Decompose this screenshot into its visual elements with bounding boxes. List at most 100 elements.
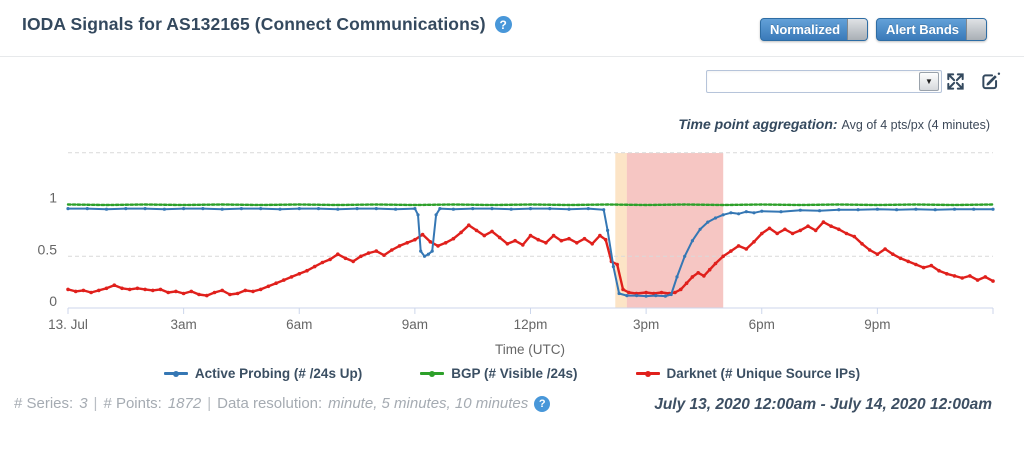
- dropdown-arrow-icon[interactable]: ▼: [919, 72, 939, 91]
- series-line-0: [67, 207, 994, 298]
- series-marker: [328, 257, 332, 262]
- series-marker: [945, 272, 949, 276]
- normalized-toggle[interactable]: Normalized: [759, 18, 869, 41]
- series-marker: [258, 287, 263, 292]
- series-marker: [430, 249, 434, 253]
- series-marker: [615, 262, 619, 267]
- series-marker: [929, 263, 934, 268]
- series-marker: [690, 239, 695, 243]
- series-marker: [181, 291, 186, 296]
- series-marker: [914, 207, 918, 211]
- series-marker: [806, 224, 810, 228]
- series-marker: [297, 272, 302, 276]
- series-marker: [497, 235, 502, 240]
- series-marker: [603, 237, 608, 242]
- series-marker: [968, 274, 972, 278]
- stats-separator: |: [93, 395, 98, 412]
- page-title: IODA Signals for AS132165 (Connect Commu…: [22, 14, 486, 34]
- series-marker: [744, 210, 748, 214]
- expand-chart-button[interactable]: [944, 70, 966, 92]
- series-marker: [713, 216, 718, 220]
- series-marker: [821, 220, 826, 224]
- bgp-marker-icon: [420, 369, 445, 379]
- series-marker: [151, 288, 155, 293]
- series-marker: [875, 207, 880, 211]
- series-marker: [702, 274, 706, 278]
- series-marker: [320, 260, 325, 265]
- series-marker: [617, 291, 621, 296]
- series-marker: [66, 207, 70, 211]
- series-marker: [684, 281, 689, 285]
- series-marker: [544, 241, 548, 245]
- series-marker: [983, 275, 988, 279]
- series-marker: [390, 248, 394, 252]
- series-marker: [143, 207, 147, 211]
- series-marker: [278, 207, 282, 211]
- series-marker: [420, 232, 425, 237]
- series-marker: [235, 291, 240, 296]
- y-tick-label: 0.5: [38, 241, 58, 257]
- edit-chart-button[interactable]: [979, 70, 1001, 92]
- series-marker: [467, 223, 471, 227]
- toggle-group: Normalized Alert Bands: [759, 18, 987, 41]
- series-marker: [521, 243, 525, 247]
- series-marker: [73, 289, 78, 294]
- series-marker: [914, 262, 918, 267]
- help-icon-stats[interactable]: ?: [534, 395, 551, 412]
- series-marker: [972, 207, 976, 211]
- series-marker: [960, 276, 964, 280]
- series-marker: [867, 248, 872, 252]
- series-marker: [243, 288, 248, 293]
- series-marker: [737, 212, 741, 216]
- chart-options-dropdown[interactable]: ▼: [706, 70, 942, 93]
- series-marker: [729, 211, 733, 215]
- series-marker: [683, 254, 687, 258]
- series-marker: [898, 256, 903, 261]
- series-marker: [975, 278, 980, 282]
- series-marker: [413, 237, 417, 242]
- chart-legend: Active Probing (# /24s Up) BGP (# Visibl…: [0, 366, 1024, 381]
- series-marker: [906, 259, 910, 264]
- series-marker: [343, 256, 348, 261]
- darknet-marker-icon: [635, 369, 660, 379]
- points-count-label: # Points:: [103, 395, 162, 412]
- series-marker: [419, 249, 423, 253]
- series-marker: [760, 209, 764, 213]
- series-marker: [143, 287, 147, 292]
- series-marker: [602, 208, 606, 212]
- series-marker: [644, 294, 648, 298]
- signals-chart[interactable]: 13. Jul 3am 6am 9am 12pm 3pm 6pm 9pm 0 0.5 1 Time (…: [0, 140, 1024, 365]
- legend-item-darknet[interactable]: Darknet (# Unique Source IPs): [635, 366, 860, 381]
- series-marker: [744, 247, 749, 251]
- series-marker: [548, 207, 552, 211]
- series-marker: [536, 237, 540, 242]
- alert-band: [615, 153, 627, 308]
- series-marker: [567, 236, 571, 241]
- series-marker: [505, 242, 510, 246]
- series-marker: [359, 254, 363, 259]
- series-count-label: # Series:: [14, 395, 74, 412]
- series-marker: [428, 240, 433, 244]
- series-marker: [891, 252, 895, 256]
- series-marker: [690, 275, 695, 279]
- series-marker: [991, 207, 995, 211]
- series-marker: [174, 289, 178, 294]
- legend-item-bgp[interactable]: BGP (# Visible /24s): [420, 366, 578, 381]
- y-tick-label: 1: [49, 190, 57, 206]
- series-marker: [575, 241, 579, 245]
- alert-bands-toggle[interactable]: Alert Bands: [876, 18, 987, 41]
- series-marker: [706, 220, 710, 224]
- series-marker: [451, 207, 455, 211]
- edit-icon: [981, 72, 1000, 89]
- series-marker: [933, 208, 937, 212]
- series-marker: [895, 208, 899, 212]
- x-tick-label: 9am: [402, 317, 428, 332]
- help-icon[interactable]: ?: [494, 16, 512, 33]
- legend-item-active-probing[interactable]: Active Probing (# /24s Up): [163, 366, 362, 381]
- y-tick-label: 0: [49, 293, 57, 309]
- series-marker: [625, 294, 629, 298]
- series-marker: [528, 207, 533, 211]
- series-marker: [606, 228, 610, 232]
- series-marker: [474, 228, 479, 233]
- series-marker: [644, 290, 648, 295]
